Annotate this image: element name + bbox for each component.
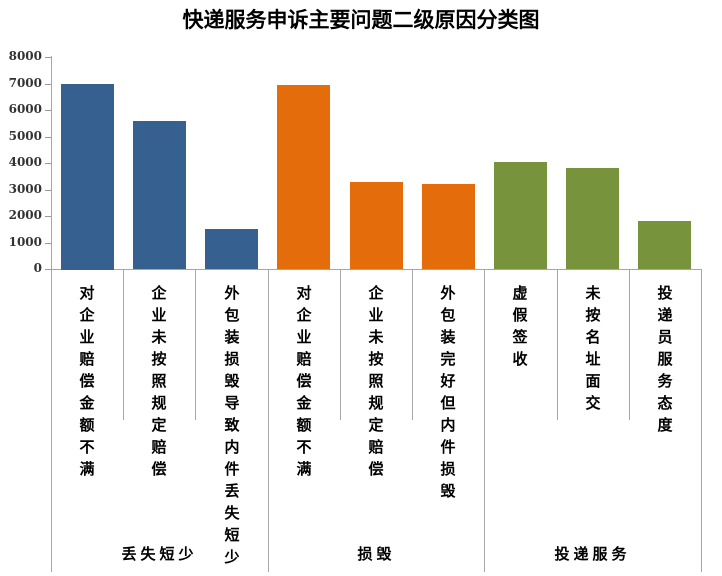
category-label: 对企业赔偿金额不满 <box>296 284 312 478</box>
category-label: 对企业赔偿金额不满 <box>79 284 95 478</box>
category-label: 外包装损毁导致内件丢失短少 <box>224 284 240 566</box>
category-label: 企业未按照规定赔偿 <box>151 284 167 478</box>
bar <box>350 182 403 269</box>
chart-title: 快递服务申诉主要问题二级原因分类图 <box>182 7 540 32</box>
y-tick <box>45 269 51 270</box>
y-tick <box>45 190 51 191</box>
category-label: 外包装完好但内件损毁 <box>440 284 456 500</box>
y-tick-label: 4000 <box>8 155 42 169</box>
category-separator <box>412 269 413 420</box>
y-tick-label: 3000 <box>8 182 42 196</box>
y-tick <box>45 243 51 244</box>
category-separator <box>629 269 630 420</box>
y-tick-label: 0 <box>33 261 42 275</box>
y-tick-label: 7000 <box>8 76 42 90</box>
category-label: 投递员服务态度 <box>657 284 673 434</box>
group-separator <box>701 269 702 572</box>
group-label: 投递服务 <box>554 545 631 563</box>
y-axis <box>51 56 52 276</box>
y-tick-label: 8000 <box>8 49 42 63</box>
y-tick <box>45 84 51 85</box>
category-label: 未按名址面交 <box>585 284 601 412</box>
y-tick <box>45 163 51 164</box>
bar <box>494 162 547 269</box>
group-label: 丢失短少 <box>121 545 198 563</box>
category-separator <box>340 269 341 420</box>
bar <box>205 229 258 269</box>
y-tick-label: 2000 <box>8 208 42 222</box>
group-separator <box>268 269 269 572</box>
bar <box>133 121 186 269</box>
y-tick <box>45 110 51 111</box>
y-tick-label: 6000 <box>8 102 42 116</box>
y-tick <box>45 137 51 138</box>
y-tick <box>45 57 51 58</box>
y-tick <box>45 216 51 217</box>
bar <box>422 184 475 269</box>
y-tick-label: 1000 <box>8 235 42 249</box>
group-separator <box>51 269 52 572</box>
category-separator <box>195 269 196 420</box>
x-axis <box>51 269 702 270</box>
category-separator <box>123 269 124 420</box>
bar <box>566 168 619 269</box>
bar <box>638 221 691 269</box>
group-separator <box>484 269 485 572</box>
category-separator <box>557 269 558 420</box>
bar <box>277 85 330 269</box>
category-label: 企业未按照规定赔偿 <box>368 284 384 478</box>
y-tick-label: 5000 <box>8 129 42 143</box>
category-label: 虚假签收 <box>512 284 528 368</box>
bar <box>61 84 114 270</box>
group-label: 损毁 <box>357 545 396 563</box>
